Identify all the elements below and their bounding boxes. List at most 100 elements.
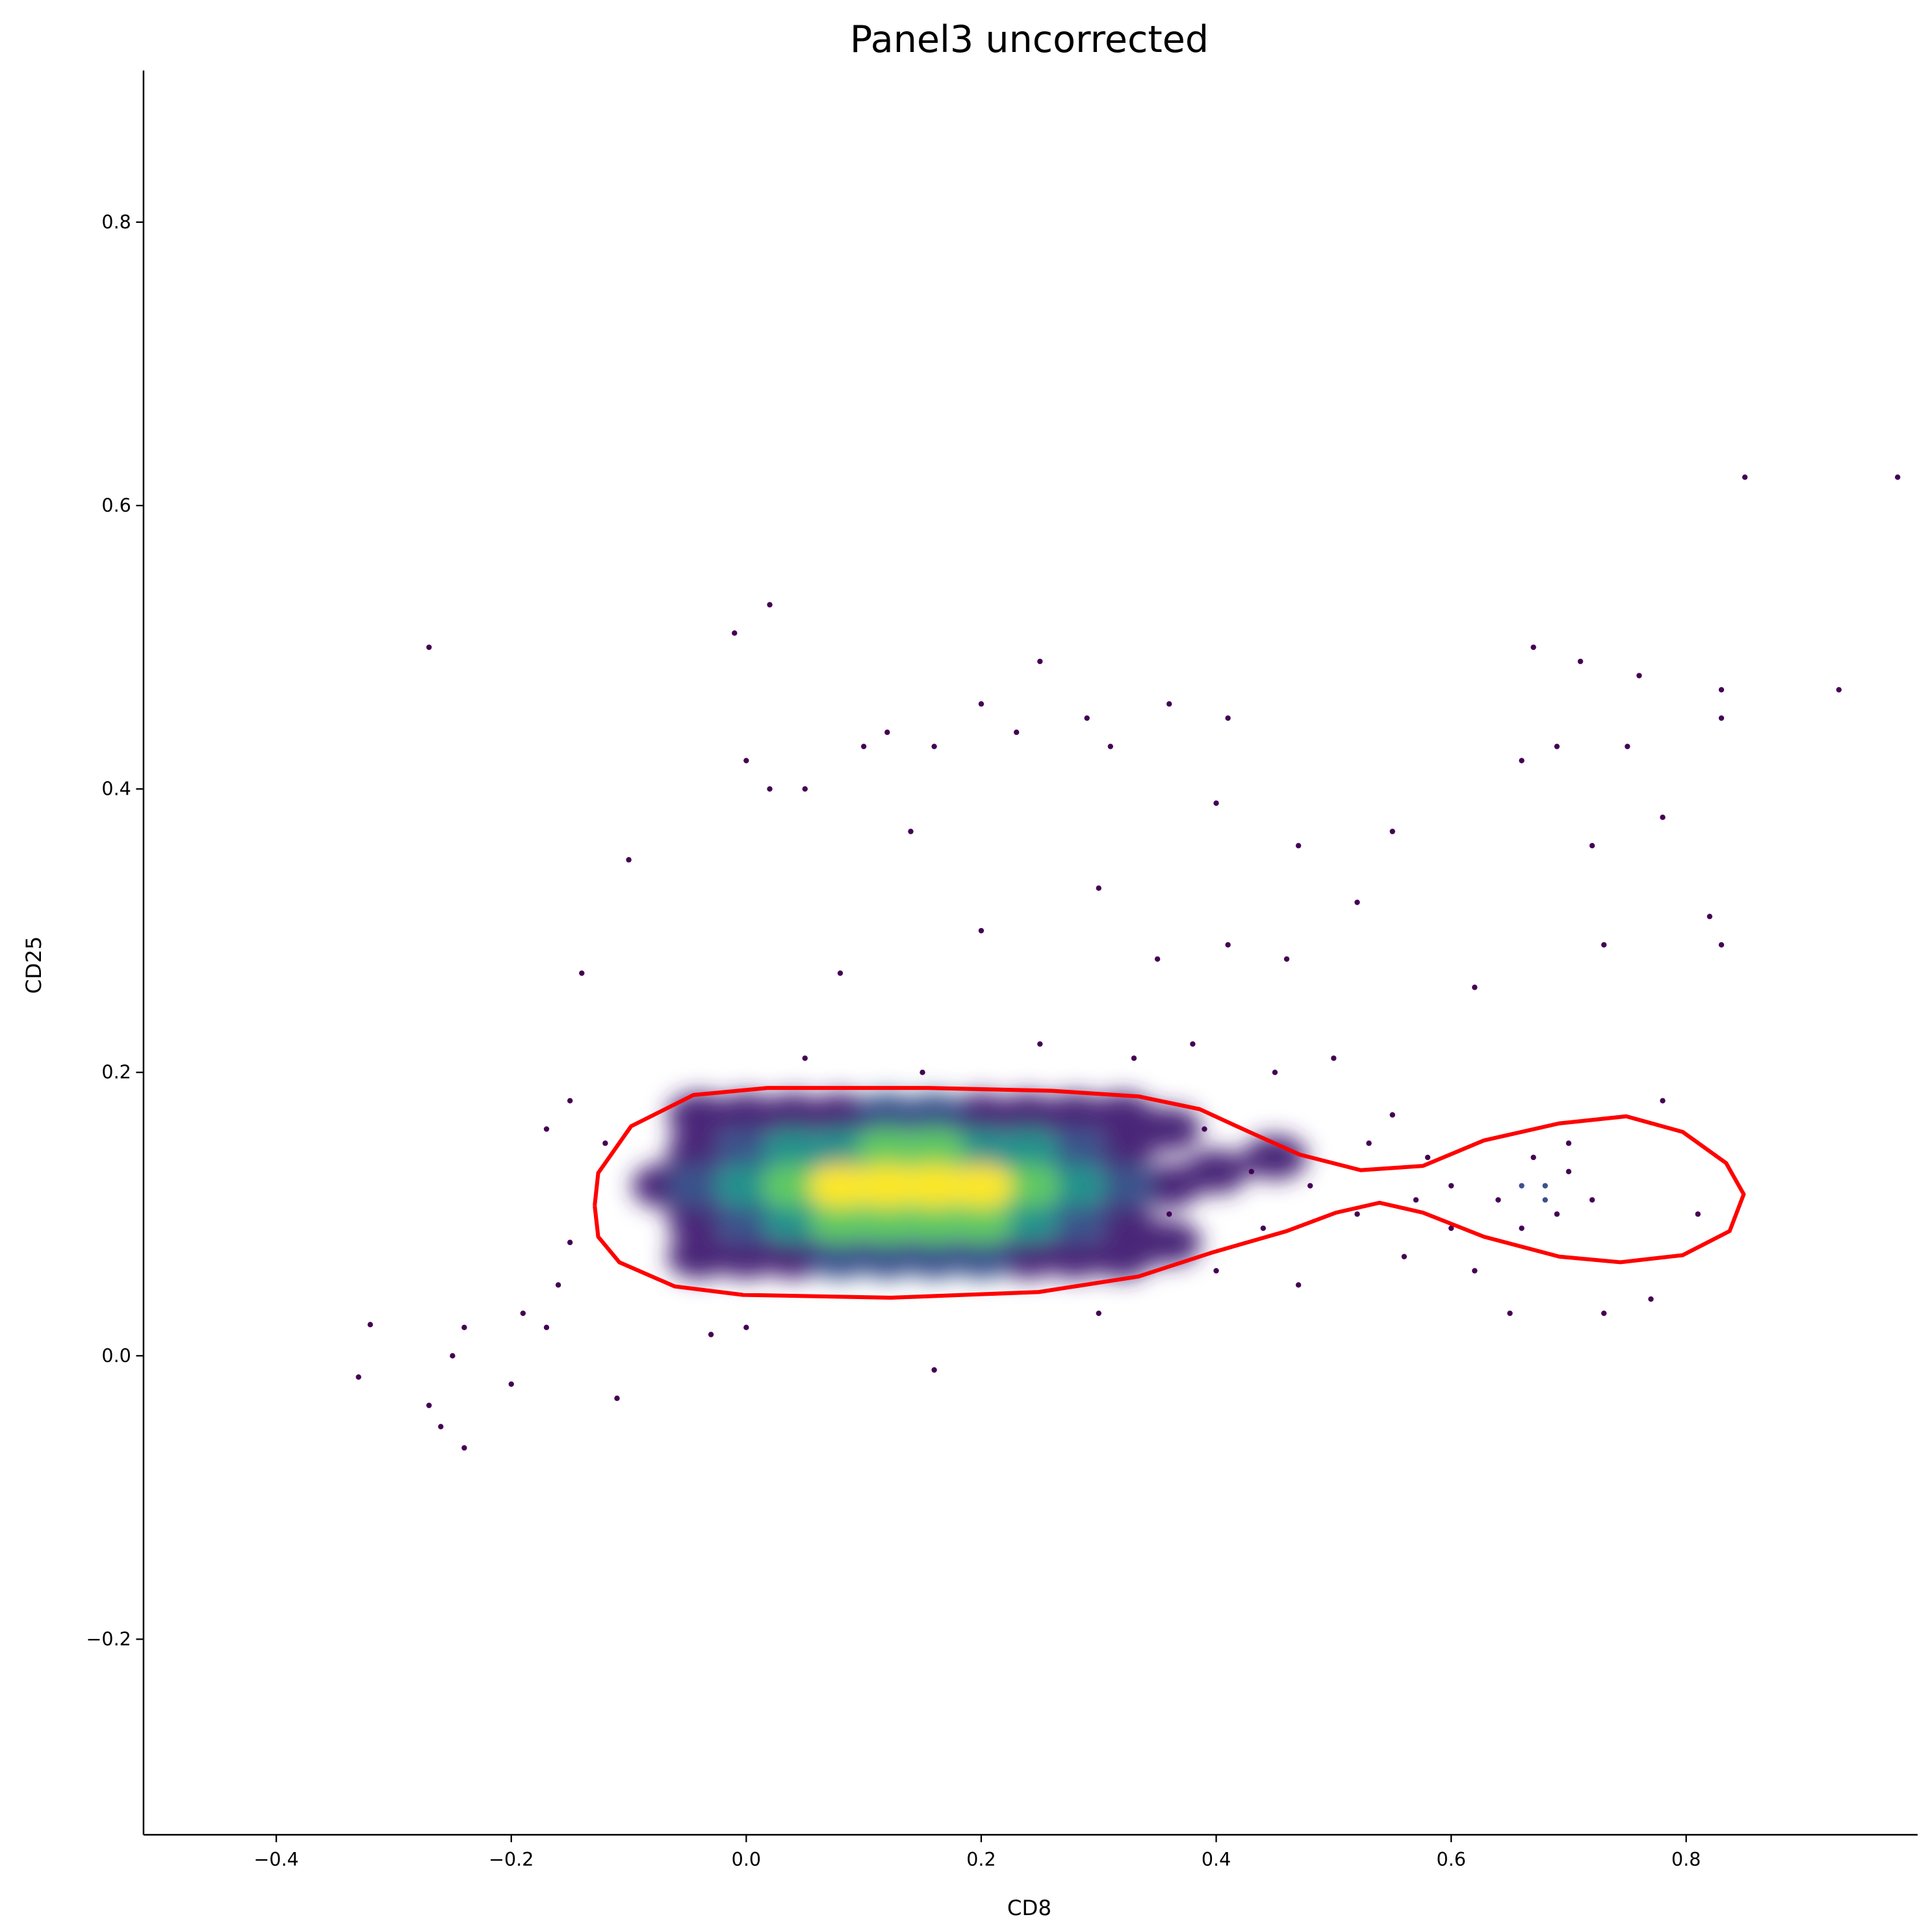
point [426, 1402, 432, 1408]
density-point [855, 1234, 920, 1279]
point [1096, 1310, 1101, 1317]
density-point [1184, 1149, 1249, 1194]
x-tick-label: −0.4 [254, 1848, 299, 1870]
y-tick-label: 0.8 [101, 211, 131, 233]
axes: −0.4 −0.2 0.0 0.2 0.4 0.6 0.8 −0.2 0.0 0.2 0.4 0.6 0… [86, 70, 1918, 1870]
point [1260, 1225, 1267, 1231]
point [1718, 687, 1725, 693]
point [1542, 1197, 1548, 1203]
y-tick-label: 0.0 [101, 1345, 131, 1367]
point [1542, 1183, 1548, 1189]
chart-title: Panel3 uncorrected [850, 18, 1209, 61]
point [1014, 729, 1020, 736]
point [450, 1353, 456, 1359]
y-axis-label: CD25 [21, 936, 46, 994]
point [1519, 1225, 1525, 1231]
density-point [949, 1127, 1014, 1173]
point [978, 927, 984, 934]
point [1660, 1098, 1666, 1103]
y-tick-label: 0.2 [101, 1061, 131, 1083]
point [1507, 1310, 1513, 1317]
point [1248, 1168, 1254, 1175]
point [802, 1055, 808, 1061]
point [1565, 1168, 1572, 1175]
density-point [808, 1163, 873, 1208]
point [1424, 1154, 1431, 1161]
point [520, 1310, 526, 1317]
point [1413, 1197, 1419, 1203]
point [1625, 743, 1630, 749]
density-point [667, 1127, 732, 1173]
point [920, 1070, 925, 1075]
density-point [996, 1198, 1061, 1244]
density-point [667, 1163, 732, 1208]
density-point [1242, 1135, 1307, 1180]
density-point [855, 1163, 920, 1208]
point [1389, 1112, 1395, 1118]
point [1037, 658, 1043, 665]
density-point [714, 1198, 778, 1244]
density-point [855, 1092, 920, 1137]
point [461, 1445, 467, 1451]
y-tick-label: 0.4 [101, 778, 131, 800]
point [1366, 1140, 1372, 1146]
point [1272, 1070, 1278, 1075]
point [543, 1324, 550, 1330]
point [426, 644, 432, 650]
density-point [1043, 1092, 1108, 1137]
density-point [761, 1198, 826, 1244]
density-point [808, 1127, 873, 1173]
point [1166, 1211, 1172, 1217]
point [1718, 942, 1725, 948]
point [743, 1324, 749, 1330]
point [1495, 1197, 1501, 1203]
density-point [996, 1163, 1061, 1208]
point [1307, 1183, 1313, 1189]
density-point [996, 1127, 1061, 1173]
x-axis-label: CD8 [1007, 1896, 1051, 1920]
point [1448, 1183, 1454, 1189]
point [1706, 914, 1713, 920]
point [978, 701, 984, 707]
point [1213, 1268, 1219, 1274]
density-point [1090, 1163, 1155, 1208]
density-point [714, 1234, 778, 1279]
point [1389, 829, 1395, 834]
point [767, 602, 773, 608]
point [1472, 985, 1478, 990]
point [1554, 1211, 1560, 1217]
point [1154, 956, 1161, 962]
point [1331, 1055, 1337, 1061]
point [1472, 1268, 1478, 1274]
contour [593, 1086, 1746, 1300]
point [860, 743, 867, 749]
density-point [1090, 1234, 1155, 1279]
points [355, 474, 1901, 1451]
point [1190, 1041, 1196, 1047]
point [1354, 899, 1360, 905]
point [802, 786, 808, 792]
point [438, 1424, 444, 1430]
point [1037, 1041, 1043, 1047]
y-tick-label: −0.2 [86, 1628, 131, 1650]
point [555, 1282, 561, 1288]
point [884, 729, 890, 736]
point [1565, 1140, 1572, 1146]
density-point [1090, 1092, 1155, 1137]
point [1577, 658, 1584, 665]
point [931, 743, 937, 749]
density-point [714, 1092, 778, 1137]
density-point [902, 1198, 967, 1244]
point [602, 1140, 608, 1146]
density-point [949, 1092, 1014, 1137]
point [1589, 843, 1595, 849]
x-tick-label: 0.2 [966, 1848, 996, 1870]
density-point [902, 1163, 967, 1208]
point [1601, 1310, 1607, 1317]
x-tick-label: 0.0 [732, 1848, 761, 1870]
density-point [1043, 1198, 1108, 1244]
point [1225, 942, 1231, 948]
x-tick-label: −0.2 [489, 1848, 534, 1870]
density-point [808, 1234, 873, 1279]
